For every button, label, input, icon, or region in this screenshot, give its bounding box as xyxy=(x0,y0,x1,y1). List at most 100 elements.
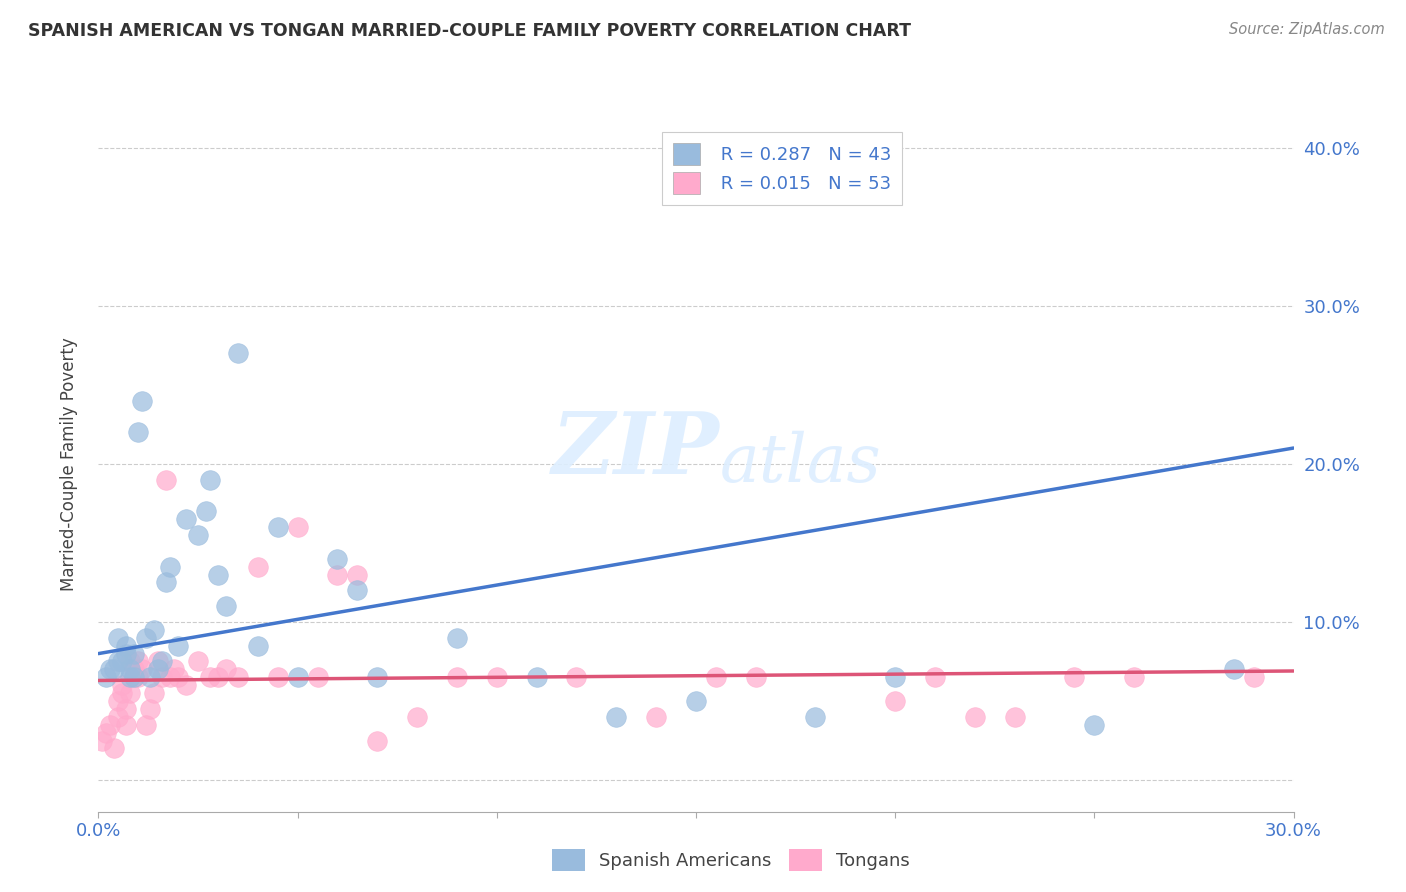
Point xyxy=(685,694,707,708)
Point xyxy=(346,567,368,582)
Point xyxy=(215,599,238,614)
Point xyxy=(804,710,827,724)
Point xyxy=(139,702,162,716)
Point xyxy=(100,662,122,676)
Point xyxy=(111,678,134,692)
Point xyxy=(745,670,768,684)
Point xyxy=(326,567,349,582)
Point xyxy=(124,647,146,661)
Point xyxy=(195,504,218,518)
Point xyxy=(96,725,118,739)
Point xyxy=(446,631,468,645)
Point xyxy=(163,662,186,676)
Point xyxy=(187,655,209,669)
Point xyxy=(1243,670,1265,684)
Point xyxy=(148,655,170,669)
Point xyxy=(115,702,138,716)
Point xyxy=(446,670,468,684)
Text: ZIP: ZIP xyxy=(553,409,720,491)
Point xyxy=(100,717,122,731)
Point xyxy=(159,670,181,684)
Point xyxy=(127,670,149,684)
Point xyxy=(120,686,142,700)
Point xyxy=(143,623,166,637)
Point xyxy=(111,686,134,700)
Point xyxy=(167,639,190,653)
Text: Source: ZipAtlas.com: Source: ZipAtlas.com xyxy=(1229,22,1385,37)
Point xyxy=(226,670,249,684)
Point xyxy=(131,393,153,408)
Point xyxy=(131,662,153,676)
Point xyxy=(96,670,118,684)
Point xyxy=(1004,710,1026,724)
Point xyxy=(120,670,142,684)
Point xyxy=(267,520,290,534)
Point xyxy=(139,670,162,684)
Point xyxy=(366,733,388,747)
Point xyxy=(267,670,290,684)
Point xyxy=(605,710,627,724)
Point xyxy=(207,567,229,582)
Point xyxy=(120,655,142,669)
Legend:  R = 0.287   N = 43,  R = 0.015   N = 53: R = 0.287 N = 43, R = 0.015 N = 53 xyxy=(662,132,903,205)
Point xyxy=(226,346,249,360)
Point xyxy=(167,670,190,684)
Point xyxy=(884,694,907,708)
Point xyxy=(159,559,181,574)
Point xyxy=(366,670,388,684)
Point xyxy=(120,662,142,676)
Point xyxy=(174,678,197,692)
Point xyxy=(326,551,349,566)
Point xyxy=(884,670,907,684)
Point xyxy=(1222,662,1246,676)
Point xyxy=(124,670,146,684)
Point xyxy=(1063,670,1085,684)
Point xyxy=(115,647,138,661)
Point xyxy=(155,473,177,487)
Point xyxy=(198,473,221,487)
Point xyxy=(91,733,114,747)
Point xyxy=(406,710,429,724)
Text: atlas: atlas xyxy=(720,431,882,497)
Point xyxy=(135,717,157,731)
Point xyxy=(174,512,197,526)
Point xyxy=(526,670,548,684)
Point xyxy=(187,528,209,542)
Point xyxy=(155,575,177,590)
Point xyxy=(124,670,146,684)
Point xyxy=(135,631,157,645)
Point xyxy=(1123,670,1146,684)
Point xyxy=(924,670,946,684)
Point xyxy=(107,694,129,708)
Point xyxy=(246,559,269,574)
Point xyxy=(963,710,986,724)
Point xyxy=(215,662,238,676)
Point xyxy=(107,655,129,669)
Point xyxy=(150,670,173,684)
Point xyxy=(111,655,134,669)
Point xyxy=(704,670,727,684)
Point xyxy=(565,670,588,684)
Point xyxy=(103,741,125,756)
Legend: Spanish Americans, Tongans: Spanish Americans, Tongans xyxy=(546,842,917,879)
Point xyxy=(645,710,668,724)
Point xyxy=(107,710,129,724)
Point xyxy=(127,655,149,669)
Y-axis label: Married-Couple Family Poverty: Married-Couple Family Poverty xyxy=(59,337,77,591)
Point xyxy=(287,520,309,534)
Point xyxy=(198,670,221,684)
Text: SPANISH AMERICAN VS TONGAN MARRIED-COUPLE FAMILY POVERTY CORRELATION CHART: SPANISH AMERICAN VS TONGAN MARRIED-COUPL… xyxy=(28,22,911,40)
Point xyxy=(115,639,138,653)
Point xyxy=(127,425,149,440)
Point xyxy=(124,662,146,676)
Point xyxy=(107,631,129,645)
Point xyxy=(246,639,269,653)
Point xyxy=(150,655,173,669)
Point xyxy=(485,670,508,684)
Point xyxy=(1083,717,1105,731)
Point xyxy=(148,662,170,676)
Point xyxy=(103,662,125,676)
Point xyxy=(346,583,368,598)
Point xyxy=(207,670,229,684)
Point xyxy=(143,686,166,700)
